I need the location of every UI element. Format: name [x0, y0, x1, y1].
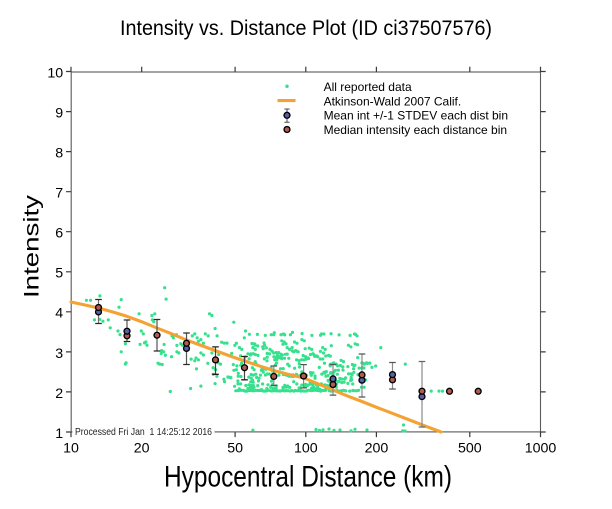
svg-text:Median intensity each distance: Median intensity each distance bin: [324, 123, 507, 137]
svg-text:8: 8: [55, 146, 63, 162]
svg-text:4: 4: [55, 306, 63, 322]
svg-text:6: 6: [55, 226, 63, 242]
svg-text:3: 3: [55, 346, 63, 362]
svg-text:Intensity: Intensity: [20, 195, 44, 298]
svg-text:100: 100: [294, 441, 318, 457]
svg-text:200: 200: [365, 441, 389, 457]
svg-text:Intensity vs. Distance Plot (I: Intensity vs. Distance Plot (ID ci375075…: [120, 16, 492, 40]
svg-text:10: 10: [63, 441, 79, 457]
svg-text:2: 2: [55, 386, 63, 402]
svg-text:500: 500: [458, 441, 482, 457]
svg-text:All reported data: All reported data: [324, 80, 412, 94]
svg-text:5: 5: [55, 266, 63, 282]
svg-text:1: 1: [55, 426, 63, 442]
svg-text:9: 9: [55, 106, 63, 122]
svg-text:Atkinson-Wald 2007 Calif.: Atkinson-Wald 2007 Calif.: [324, 94, 462, 108]
svg-text:Hypocentral Distance (km): Hypocentral Distance (km): [164, 461, 452, 494]
svg-text:20: 20: [134, 441, 150, 457]
svg-text:7: 7: [55, 186, 63, 202]
svg-text:1000: 1000: [525, 441, 557, 457]
svg-text:Processed Fri Jan 1 14:25:12: Processed Fri Jan 1 14:25:12 2016: [75, 426, 212, 438]
svg-text:Mean int +/-1 STDEV each dist: Mean int +/-1 STDEV each dist bin: [324, 109, 508, 123]
svg-text:10: 10: [47, 65, 63, 81]
svg-text:50: 50: [227, 441, 243, 457]
